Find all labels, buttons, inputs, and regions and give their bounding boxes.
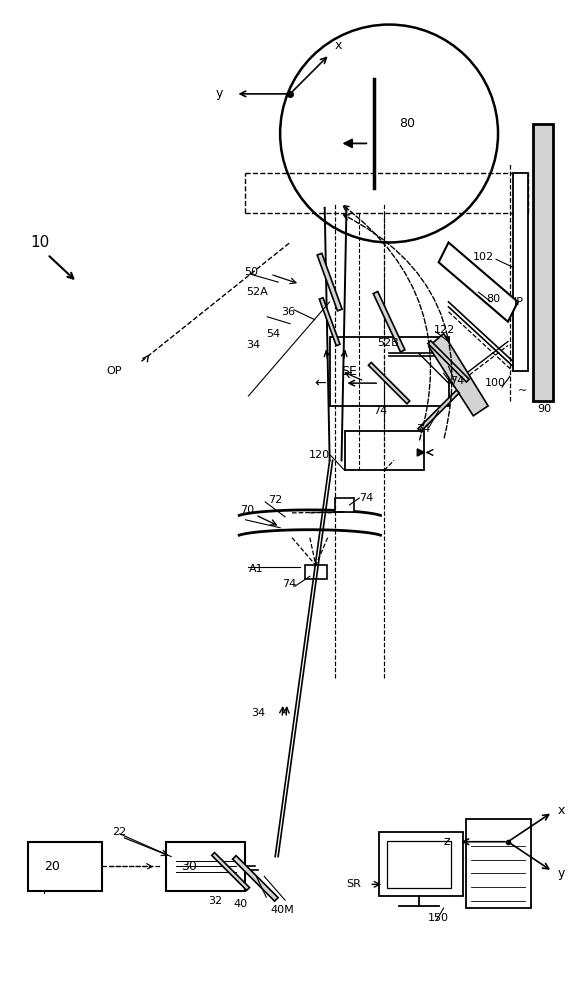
Text: 30: 30: [181, 860, 197, 873]
Text: 40: 40: [233, 899, 247, 909]
Text: 32: 32: [209, 896, 223, 906]
Text: y: y: [557, 867, 565, 880]
Bar: [533, 124, 553, 401]
Bar: [28, 842, 102, 891]
Ellipse shape: [280, 25, 498, 242]
Text: OP: OP: [106, 366, 122, 376]
Text: 100: 100: [485, 378, 506, 388]
Polygon shape: [233, 856, 278, 901]
Bar: [166, 842, 246, 891]
Text: SE: SE: [342, 365, 357, 378]
Text: 122: 122: [434, 325, 455, 335]
Text: 74: 74: [417, 424, 431, 434]
Bar: [330, 337, 448, 406]
Text: 50: 50: [244, 267, 258, 277]
Text: 74: 74: [451, 376, 465, 386]
Text: A1: A1: [248, 564, 263, 574]
Text: 74: 74: [359, 493, 374, 503]
Text: 150: 150: [428, 913, 449, 923]
Text: ~: ~: [518, 386, 527, 396]
Text: 80: 80: [486, 294, 500, 304]
Bar: [305, 565, 326, 579]
Text: 102: 102: [473, 252, 494, 262]
Bar: [513, 173, 528, 371]
Text: 72: 72: [268, 495, 282, 505]
Polygon shape: [418, 390, 459, 432]
Text: 74: 74: [373, 406, 387, 416]
Text: 70: 70: [240, 505, 255, 515]
Polygon shape: [429, 334, 488, 416]
Text: 20: 20: [45, 860, 60, 873]
Bar: [466, 819, 531, 908]
Text: 36: 36: [281, 307, 295, 317]
Text: 80: 80: [399, 117, 415, 130]
Text: SR: SR: [346, 879, 362, 889]
Bar: [379, 832, 464, 896]
Bar: [345, 431, 424, 470]
Text: z: z: [444, 835, 451, 848]
Text: 40M: 40M: [270, 905, 294, 915]
Text: 52B: 52B: [377, 338, 399, 348]
Text: 90: 90: [538, 404, 552, 414]
Text: IP: IP: [514, 297, 524, 307]
Text: y: y: [215, 87, 223, 100]
Text: x: x: [557, 804, 565, 817]
Text: 54: 54: [266, 329, 280, 339]
Text: x: x: [335, 39, 342, 52]
Polygon shape: [373, 291, 405, 352]
Polygon shape: [317, 253, 342, 311]
Polygon shape: [428, 341, 469, 382]
Text: 34: 34: [251, 708, 265, 718]
Bar: [335, 498, 355, 512]
Bar: [387, 841, 451, 888]
Text: 120: 120: [308, 450, 330, 460]
Text: 22: 22: [112, 827, 126, 837]
Text: 74: 74: [282, 579, 296, 589]
Text: 10: 10: [30, 235, 50, 250]
Text: 34: 34: [246, 340, 260, 350]
Text: ←: ←: [314, 376, 326, 390]
Polygon shape: [319, 298, 340, 346]
Polygon shape: [212, 853, 250, 890]
Polygon shape: [369, 362, 410, 404]
Polygon shape: [438, 242, 518, 322]
Text: 52A: 52A: [247, 287, 268, 297]
